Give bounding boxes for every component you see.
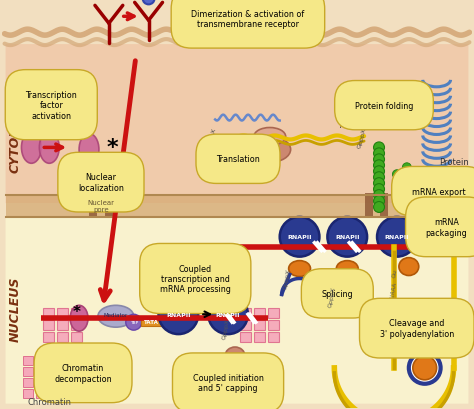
Circle shape: [328, 217, 367, 257]
Bar: [49, 356, 59, 365]
Text: Protein: Protein: [438, 158, 468, 167]
Text: Chromatin
decompaction: Chromatin decompaction: [54, 363, 112, 382]
Bar: [43, 320, 54, 330]
Bar: [365, 193, 373, 217]
Circle shape: [374, 190, 384, 201]
Circle shape: [208, 294, 248, 334]
Text: Mediator: Mediator: [104, 312, 128, 317]
FancyBboxPatch shape: [6, 45, 468, 204]
Bar: [62, 356, 72, 365]
Text: GpppX: GpppX: [357, 127, 367, 149]
Bar: [71, 308, 82, 319]
Circle shape: [374, 196, 384, 207]
Bar: [71, 333, 82, 342]
Bar: [62, 378, 72, 387]
Circle shape: [374, 155, 384, 165]
FancyBboxPatch shape: [6, 217, 468, 404]
Bar: [75, 378, 85, 387]
Circle shape: [158, 294, 198, 334]
Text: TATA: TATA: [144, 319, 159, 324]
Text: Nuclear
localization: Nuclear localization: [78, 173, 124, 192]
Ellipse shape: [254, 128, 286, 146]
Bar: [49, 389, 59, 398]
Bar: [75, 389, 85, 398]
Circle shape: [374, 202, 384, 213]
Bar: [36, 389, 46, 398]
Text: CYTOPLASM: CYTOPLASM: [9, 88, 22, 173]
Circle shape: [374, 178, 384, 189]
Text: GpppX: GpppX: [328, 286, 336, 308]
Circle shape: [374, 143, 384, 153]
Text: RNAPII: RNAPII: [216, 312, 240, 317]
Bar: [57, 308, 68, 319]
Text: mRNA export: mRNA export: [412, 187, 465, 196]
Bar: [240, 333, 251, 342]
Circle shape: [392, 170, 401, 179]
Bar: [71, 320, 82, 330]
Text: *: *: [107, 138, 118, 158]
Circle shape: [374, 166, 384, 177]
Text: AAA$_{200}$ 3': AAA$_{200}$ 3': [339, 119, 376, 132]
Text: Dimerization & activation of
transmembrane receptor: Dimerization & activation of transmembra…: [191, 9, 305, 29]
Circle shape: [374, 184, 384, 195]
Bar: [62, 389, 72, 398]
Ellipse shape: [21, 132, 41, 164]
Bar: [75, 367, 85, 376]
Bar: [43, 308, 54, 319]
Text: GpppX: GpppX: [222, 318, 231, 339]
Text: Coupled
transcription and
mRNA processing: Coupled transcription and mRNA processin…: [160, 264, 231, 294]
Ellipse shape: [337, 261, 358, 277]
Text: Translation: Translation: [216, 155, 260, 164]
Ellipse shape: [249, 137, 291, 163]
Circle shape: [412, 173, 421, 182]
Text: Cleavage and
3' polyadenylation: Cleavage and 3' polyadenylation: [380, 319, 454, 338]
Bar: [380, 193, 388, 217]
Text: RNAPII: RNAPII: [335, 235, 359, 240]
Text: TBP: TBP: [129, 320, 138, 324]
Text: Transcription
factor
activation: Transcription factor activation: [26, 90, 77, 120]
Bar: [254, 320, 265, 330]
Text: NUCLEUS: NUCLEUS: [9, 276, 22, 341]
Bar: [36, 378, 46, 387]
Ellipse shape: [399, 258, 419, 276]
Text: Nuclear
pore: Nuclear pore: [87, 200, 114, 213]
Bar: [23, 378, 33, 387]
Bar: [141, 317, 163, 326]
Text: Splicing: Splicing: [321, 289, 353, 298]
Bar: [240, 320, 251, 330]
Bar: [23, 367, 33, 376]
Circle shape: [402, 163, 411, 172]
Bar: [23, 389, 33, 398]
Text: *: *: [73, 304, 81, 319]
Text: RNAPII: RNAPII: [287, 235, 312, 240]
Bar: [36, 367, 46, 376]
Circle shape: [374, 148, 384, 160]
Bar: [268, 333, 279, 342]
Text: Protein folding: Protein folding: [355, 101, 413, 110]
Bar: [240, 308, 251, 319]
Ellipse shape: [39, 132, 59, 164]
Text: GpppX: GpppX: [207, 127, 218, 149]
Bar: [254, 308, 265, 319]
Circle shape: [410, 195, 418, 204]
Text: Chromatin: Chromatin: [27, 397, 71, 406]
Text: GpppX: GpppX: [283, 268, 292, 290]
Circle shape: [126, 315, 142, 330]
Bar: [268, 320, 279, 330]
Circle shape: [280, 217, 319, 257]
Bar: [23, 356, 33, 365]
Circle shape: [400, 185, 408, 194]
Ellipse shape: [289, 261, 310, 277]
Bar: [6, 196, 468, 217]
Ellipse shape: [79, 134, 99, 166]
Circle shape: [143, 0, 155, 5]
Bar: [89, 193, 97, 217]
Bar: [36, 356, 46, 365]
Ellipse shape: [98, 306, 134, 327]
Circle shape: [413, 356, 437, 380]
Text: mRNA
packaging: mRNA packaging: [426, 218, 467, 237]
Bar: [62, 367, 72, 376]
Ellipse shape: [70, 306, 88, 331]
Circle shape: [374, 160, 384, 171]
